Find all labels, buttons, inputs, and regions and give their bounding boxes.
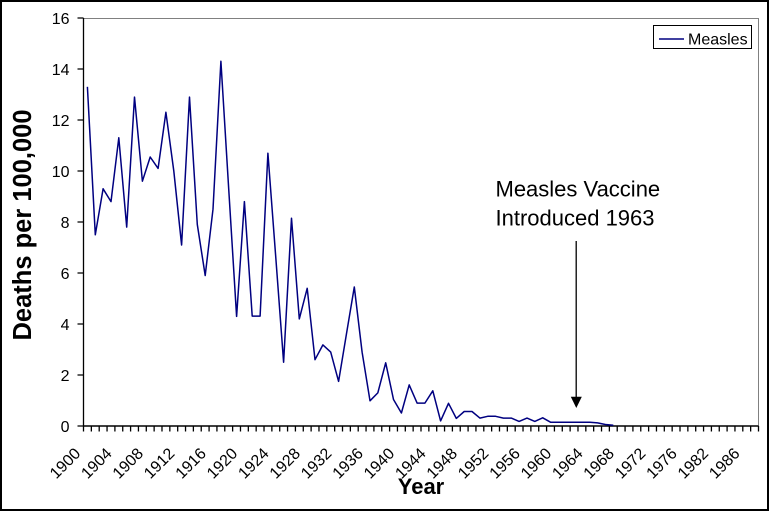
svg-text:2: 2	[61, 368, 70, 385]
svg-text:Year: Year	[398, 474, 445, 499]
svg-text:16: 16	[52, 11, 70, 28]
svg-text:Introduced 1963: Introduced 1963	[496, 206, 655, 231]
svg-text:Measles Vaccine: Measles Vaccine	[496, 177, 661, 202]
svg-text:6: 6	[61, 266, 70, 283]
svg-text:12: 12	[52, 113, 70, 130]
svg-text:Measles: Measles	[688, 32, 748, 49]
svg-text:0: 0	[61, 419, 70, 436]
svg-text:10: 10	[52, 164, 70, 181]
svg-text:Deaths per 100,000: Deaths per 100,000	[9, 109, 37, 340]
svg-text:14: 14	[52, 62, 70, 79]
svg-text:8: 8	[61, 215, 70, 232]
svg-text:4: 4	[61, 317, 70, 334]
